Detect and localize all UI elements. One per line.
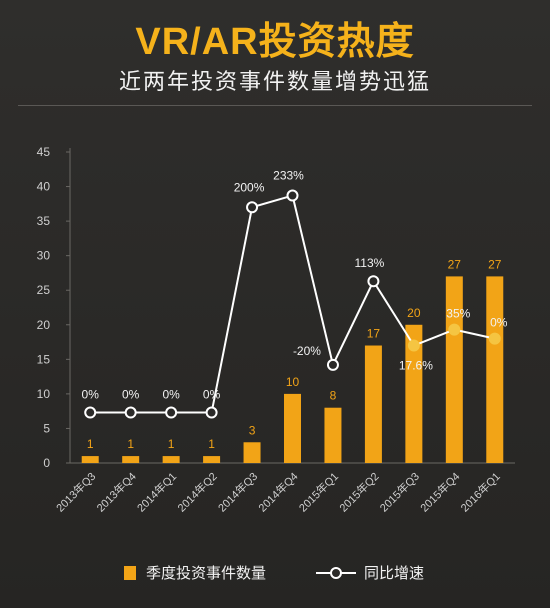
growth-value-label: 0%: [490, 316, 508, 330]
x-tick-label: 2015年Q3: [377, 469, 422, 514]
bar: [486, 276, 504, 463]
growth-point: [448, 323, 461, 336]
legend-swatch-bar: [124, 565, 136, 580]
bar: [203, 456, 221, 463]
x-tick-label: 2015年Q2: [336, 469, 381, 514]
x-tick-label: 2014年Q4: [255, 469, 300, 514]
growth-value-label: 0%: [203, 388, 221, 402]
x-tick-label: 2014年Q1: [134, 469, 179, 514]
chart-subtitle: 近两年投资事件数量增势迅猛: [118, 69, 431, 94]
legend-item-bars: 季度投资事件数量: [124, 562, 266, 583]
growth-point: [326, 358, 339, 371]
growth-value-label: 200%: [234, 180, 265, 194]
growth-point: [488, 332, 501, 345]
bar-value-label: 8: [330, 389, 337, 403]
chart-area: 0 5 10 15 20 25 30 35 40 45 1 1 1 1 3 10 8 17 20 27 27 2013年Q…: [37, 145, 515, 515]
growth-point: [124, 406, 137, 419]
bar: [364, 345, 382, 463]
bar: [445, 276, 463, 463]
bar-value-label: 27: [488, 257, 502, 271]
growth-value-label: 0%: [82, 388, 100, 402]
bar-value-label: 1: [127, 437, 134, 451]
growth-value-label: 113%: [355, 256, 385, 270]
title-divider: [18, 105, 532, 106]
growth-point: [286, 189, 299, 202]
growth-value-label: -20%: [293, 344, 321, 358]
y-tick-label: 0: [43, 456, 50, 470]
bar: [162, 456, 180, 463]
y-tick-label: 15: [37, 352, 51, 366]
y-tick-label: 40: [37, 180, 51, 194]
y-tick-label: 35: [37, 214, 51, 228]
growth-point: [84, 406, 97, 419]
legend: 季度投资事件数量 同比增速: [0, 562, 550, 592]
legend-item-line: 同比增速: [316, 562, 424, 583]
bar-value-label: 17: [367, 327, 381, 341]
legend-label-bars: 季度投资事件数量: [146, 565, 267, 582]
bar: [243, 442, 261, 463]
bar: [324, 407, 342, 463]
y-tick-label: 30: [37, 249, 51, 263]
y-tick-label: 5: [43, 421, 50, 435]
chart-title: VR/AR投资热度: [135, 21, 415, 63]
x-tick-label: 2014年Q2: [174, 469, 219, 514]
legend-label-line: 同比增速: [364, 565, 425, 582]
bar-value-label: 27: [448, 257, 462, 271]
bar: [81, 456, 99, 463]
bar: [284, 393, 301, 463]
x-tick-label: 2015年Q1: [296, 469, 341, 514]
bar: [122, 456, 140, 463]
x-tick-label: 2015年Q4: [417, 469, 462, 514]
growth-value-label: 233%: [273, 169, 304, 183]
bar-value-label: 1: [168, 437, 175, 451]
growth-point: [165, 406, 178, 419]
growth-value-label: 0%: [162, 388, 180, 402]
growth-value-label: 0%: [122, 388, 140, 402]
bar: [405, 324, 423, 463]
bar-value-label: 10: [286, 375, 300, 389]
bar-value-label: 1: [87, 437, 94, 451]
legend-swatch-line: [316, 566, 356, 580]
y-tick-label: 10: [37, 387, 51, 401]
y-tick-label: 45: [37, 145, 51, 159]
growth-value-label: 35%: [446, 307, 470, 321]
y-tick-label: 25: [37, 283, 51, 297]
x-tick-label: 2013年Q3: [53, 469, 98, 514]
growth-point: [246, 201, 259, 214]
bar-value-label: 3: [249, 423, 256, 437]
growth-point: [407, 339, 420, 352]
bar-value-label: 20: [407, 306, 421, 320]
growth-point: [367, 275, 380, 288]
growth-point: [205, 406, 218, 419]
x-tick-label: 2013年Q4: [93, 469, 138, 514]
growth-value-label: 17.6%: [399, 359, 433, 373]
x-tick-label: 2016年Q1: [458, 469, 503, 514]
y-tick-label: 20: [37, 318, 51, 332]
bar-value-label: 1: [208, 437, 215, 451]
x-tick-label: 2014年Q3: [215, 469, 260, 514]
